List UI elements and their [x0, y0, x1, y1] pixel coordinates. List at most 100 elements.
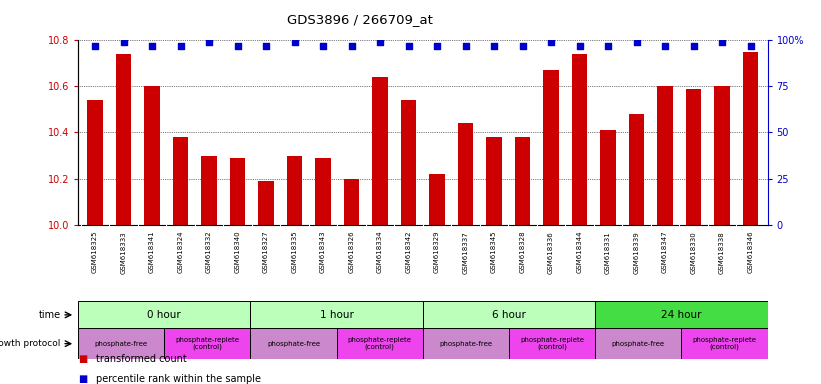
- Text: GSM618342: GSM618342: [406, 231, 411, 273]
- Text: phosphate-free: phosphate-free: [439, 341, 493, 347]
- Point: [117, 39, 131, 45]
- Point: [430, 43, 443, 49]
- Point: [744, 43, 757, 49]
- Text: GSM618337: GSM618337: [462, 231, 469, 273]
- Bar: [116, 54, 131, 225]
- Text: 24 hour: 24 hour: [661, 310, 702, 320]
- Text: ■: ■: [78, 354, 87, 364]
- Bar: [372, 77, 388, 225]
- Bar: [571, 54, 587, 225]
- Point: [459, 43, 472, 49]
- Bar: [87, 100, 103, 225]
- Bar: [600, 130, 616, 225]
- Bar: [657, 86, 673, 225]
- Point: [687, 43, 700, 49]
- Text: phosphate-free: phosphate-free: [612, 341, 665, 347]
- Bar: [423, 328, 509, 359]
- Point: [630, 39, 643, 45]
- Bar: [714, 86, 730, 225]
- Text: phosphate-replete
(control): phosphate-replete (control): [521, 337, 584, 351]
- Bar: [595, 301, 768, 328]
- Bar: [743, 52, 759, 225]
- Text: phosphate-replete
(control): phosphate-replete (control): [176, 337, 239, 351]
- Bar: [458, 123, 474, 225]
- Point: [317, 43, 330, 49]
- Bar: [172, 137, 189, 225]
- Bar: [544, 70, 559, 225]
- Text: growth protocol: growth protocol: [0, 339, 61, 348]
- Point: [658, 43, 672, 49]
- Bar: [686, 89, 701, 225]
- Text: GSM618345: GSM618345: [491, 231, 497, 273]
- Text: phosphate-free: phosphate-free: [94, 341, 148, 347]
- Point: [174, 43, 187, 49]
- Point: [288, 39, 301, 45]
- Point: [145, 43, 158, 49]
- Bar: [509, 328, 595, 359]
- Bar: [681, 328, 768, 359]
- Text: phosphate-replete
(control): phosphate-replete (control): [348, 337, 411, 351]
- Bar: [201, 156, 217, 225]
- Text: GSM618347: GSM618347: [662, 231, 668, 273]
- Bar: [629, 114, 644, 225]
- Point: [374, 39, 387, 45]
- Bar: [78, 328, 164, 359]
- Text: 0 hour: 0 hour: [147, 310, 181, 320]
- Bar: [595, 328, 681, 359]
- Point: [573, 43, 586, 49]
- Bar: [337, 328, 423, 359]
- Text: GSM618327: GSM618327: [263, 231, 269, 273]
- Text: GSM618338: GSM618338: [719, 231, 725, 273]
- Text: GSM618331: GSM618331: [605, 231, 611, 273]
- Text: GSM618341: GSM618341: [149, 231, 155, 273]
- Text: percentile rank within the sample: percentile rank within the sample: [96, 374, 261, 384]
- Text: ■: ■: [78, 374, 87, 384]
- Text: GSM618339: GSM618339: [634, 231, 640, 273]
- Text: GSM618326: GSM618326: [349, 231, 355, 273]
- Point: [516, 43, 529, 49]
- Bar: [78, 301, 250, 328]
- Text: phosphate-replete
(control): phosphate-replete (control): [693, 337, 756, 351]
- Bar: [230, 158, 245, 225]
- Text: 1 hour: 1 hour: [319, 310, 354, 320]
- Point: [602, 43, 615, 49]
- Bar: [164, 328, 250, 359]
- Text: time: time: [39, 310, 61, 320]
- Bar: [250, 301, 423, 328]
- Text: GSM618325: GSM618325: [92, 231, 98, 273]
- Bar: [250, 328, 337, 359]
- Bar: [259, 181, 274, 225]
- Text: GSM618344: GSM618344: [576, 231, 583, 273]
- Bar: [486, 137, 502, 225]
- Text: GSM618332: GSM618332: [206, 231, 212, 273]
- Point: [544, 39, 557, 45]
- Point: [89, 43, 102, 49]
- Point: [259, 43, 273, 49]
- Text: GSM618330: GSM618330: [690, 231, 696, 273]
- Text: 6 hour: 6 hour: [492, 310, 526, 320]
- Bar: [423, 301, 595, 328]
- Text: GSM618329: GSM618329: [434, 231, 440, 273]
- Text: GSM618336: GSM618336: [548, 231, 554, 273]
- Bar: [515, 137, 530, 225]
- Bar: [429, 174, 445, 225]
- Point: [345, 43, 358, 49]
- Point: [231, 43, 244, 49]
- Text: GSM618324: GSM618324: [177, 231, 184, 273]
- Text: GSM618340: GSM618340: [235, 231, 241, 273]
- Text: phosphate-free: phosphate-free: [267, 341, 320, 347]
- Bar: [144, 86, 160, 225]
- Text: GSM618343: GSM618343: [320, 231, 326, 273]
- Text: GSM618334: GSM618334: [377, 231, 383, 273]
- Text: transformed count: transformed count: [96, 354, 187, 364]
- Text: GSM618346: GSM618346: [748, 231, 754, 273]
- Text: GSM618335: GSM618335: [291, 231, 297, 273]
- Point: [715, 39, 728, 45]
- Point: [488, 43, 501, 49]
- Bar: [287, 156, 302, 225]
- Bar: [344, 179, 360, 225]
- Text: GSM618333: GSM618333: [121, 231, 126, 273]
- Point: [402, 43, 415, 49]
- Text: GSM618328: GSM618328: [520, 231, 525, 273]
- Bar: [401, 100, 416, 225]
